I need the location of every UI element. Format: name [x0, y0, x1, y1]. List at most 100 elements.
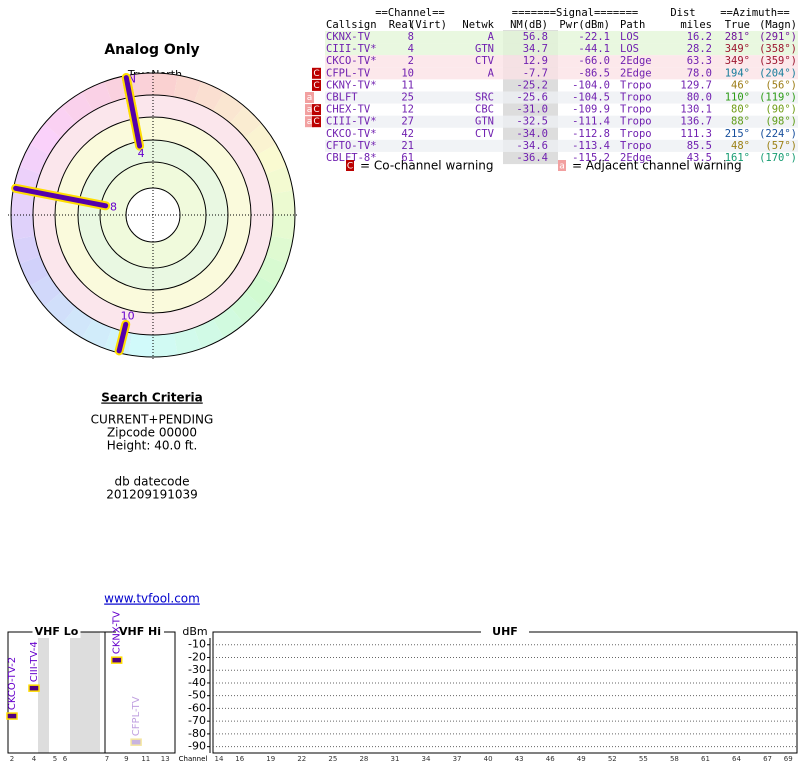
channel-label: 31 [390, 755, 399, 763]
cell-real: 2 [408, 55, 414, 67]
station-label: CFPL-TV [131, 696, 142, 736]
row-bg [325, 67, 798, 80]
cell-miles: 63.3 [687, 55, 712, 67]
cell-callsign: CIII-TV* [326, 116, 377, 128]
channel-label: 2 [10, 755, 14, 763]
signal-bar [6, 712, 18, 720]
channel-label: 11 [141, 755, 150, 763]
site-link[interactable]: www.tvfool.com [104, 592, 200, 606]
ring-segment [194, 81, 224, 112]
channel-label: 69 [784, 755, 793, 763]
legend-text: = Adjacent channel warning [572, 159, 742, 173]
cell-magn: (56°) [765, 79, 797, 91]
ring-segment [61, 92, 93, 124]
cell-magn: (119°) [759, 92, 797, 104]
ring-segment [19, 256, 50, 286]
cell-real: 8 [408, 31, 414, 43]
y-tick-label: -90 [188, 740, 206, 753]
ring-segment [173, 327, 202, 355]
ring-segment [256, 144, 287, 174]
cell-real: 25 [401, 92, 414, 104]
cell-nm: -34.6 [516, 140, 548, 152]
flag-box [305, 92, 314, 103]
flag: C [313, 105, 319, 115]
channel-label: 19 [266, 755, 275, 763]
channel-label: 40 [484, 755, 493, 763]
legend-box [558, 160, 566, 171]
cell-path: Tropo [620, 92, 652, 104]
ring-segment [30, 123, 62, 155]
cell-real: 42 [401, 128, 414, 140]
channel-label: 22 [297, 755, 306, 763]
band-label-bg [481, 626, 529, 638]
cell-miles: 28.2 [687, 43, 712, 55]
cell-path: Tropo [620, 116, 652, 128]
channel-label: 52 [608, 755, 617, 763]
cell-miles: 43.5 [687, 152, 712, 164]
ring-segment [173, 75, 202, 103]
y-tick-label: -50 [188, 689, 206, 702]
channel-axis-label: Channel [179, 755, 208, 763]
cell-true: 88° [731, 116, 750, 128]
channel-label: 37 [453, 755, 462, 763]
channel-label: 34 [422, 755, 431, 763]
flag-box [312, 79, 321, 91]
group-header: =======Signal======= [512, 7, 638, 19]
cell-callsign: CKNY-TV* [326, 79, 377, 91]
cell-callsign: CBLFT [326, 92, 358, 104]
column-header: Real [389, 19, 414, 31]
cell-netwk: A [488, 67, 495, 79]
band-label: VHF Hi [119, 625, 161, 638]
flag: a [307, 105, 313, 115]
cell-nm: 56.8 [523, 31, 548, 43]
cell-real: 21 [401, 140, 414, 152]
cell-path: Tropo [620, 140, 652, 152]
signal-bar [110, 656, 123, 664]
cell-real: 11 [401, 79, 414, 91]
cell-netwk: CTV [475, 128, 495, 140]
ring-segment [128, 333, 153, 357]
channel-label: 49 [577, 755, 586, 763]
ring-segment [82, 81, 112, 112]
ring-segment [11, 190, 35, 215]
channel-label: 64 [732, 755, 741, 763]
channel-label: 7 [105, 755, 109, 763]
cell-pwr: -109.9 [572, 104, 610, 116]
flag-box [305, 116, 314, 128]
cell-callsign: CKNX-TV [326, 31, 371, 43]
legend-symbol: a [559, 162, 565, 172]
column-header: Pwr(dBm) [559, 19, 610, 31]
row-bg [325, 43, 798, 56]
cell-callsign: CKCO-TV* [326, 55, 377, 67]
cell-callsign: CFPL-TV [326, 67, 371, 79]
cell-callsign: CBLFT-8* [326, 152, 377, 164]
column-header: miles [680, 19, 712, 31]
ring-segment [82, 318, 112, 349]
column-header: NM(dB) [510, 19, 548, 31]
search-line: Zipcode 00000 [107, 426, 197, 440]
cell-callsign: CFTO-TV* [326, 140, 377, 152]
cell-real: 27 [401, 116, 414, 128]
ring-segment [153, 333, 178, 357]
cell-path: 2Edge [620, 67, 652, 79]
signal-bar [130, 738, 142, 746]
band-label: UHF [492, 625, 518, 638]
y-tick-label: -70 [188, 714, 206, 727]
cell-nm: -36.4 [516, 152, 548, 164]
ring-segment [19, 144, 50, 174]
ray-label: 10 [121, 310, 135, 323]
channel-label: 6 [63, 755, 68, 763]
station-label: CIII-TV-4 [29, 641, 40, 682]
flag: a [307, 117, 313, 127]
signal-bar [28, 684, 40, 692]
ring-segment [213, 92, 245, 124]
channel-label: 43 [515, 755, 524, 763]
y-tick-label: -10 [188, 638, 206, 651]
cell-path: Tropo [620, 79, 652, 91]
group-header: ==Azimuth== [720, 7, 790, 19]
search-line: Height: 40.0 ft. [107, 439, 198, 453]
cell-miles: 129.7 [680, 79, 712, 91]
cell-pwr: -22.1 [578, 31, 610, 43]
flag: C [313, 117, 319, 127]
row-bg [325, 115, 798, 128]
